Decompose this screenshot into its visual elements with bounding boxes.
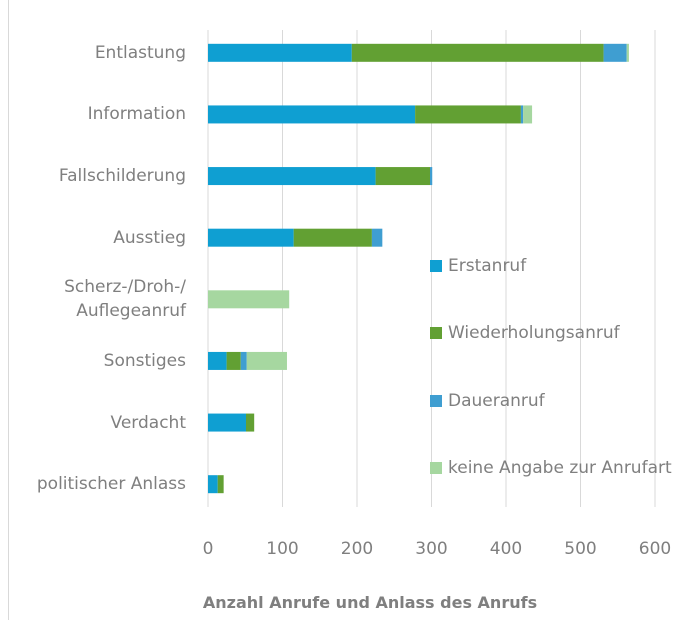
- x-tick-label: 0: [202, 539, 214, 559]
- axis-title: Anzahl Anrufe und Anlass des Anrufs: [202, 593, 538, 612]
- y-tick-label: Fallschilderung: [58, 166, 186, 187]
- bar-segment: [375, 167, 431, 186]
- bar-segment: [226, 351, 241, 370]
- legend-label: keine Angabe zur Anrufart: [448, 458, 672, 478]
- legend-label: Daueranruf: [448, 391, 545, 411]
- bar-segment: [351, 43, 604, 62]
- x-tick-label: 600: [638, 539, 672, 559]
- bar-segment: [208, 43, 352, 62]
- bar-segment: [245, 413, 255, 432]
- bar-segment: [246, 351, 287, 370]
- legend-label: Wiederholungsanruf: [448, 323, 620, 343]
- bar-segment: [208, 167, 376, 186]
- bar-segment: [520, 105, 524, 124]
- x-tick-label: 300: [415, 539, 448, 559]
- bar-segment: [240, 351, 247, 370]
- bar-segment: [523, 105, 533, 124]
- legend-swatch: [430, 395, 442, 407]
- legend-swatch: [430, 327, 442, 339]
- x-tick-label: 100: [266, 539, 299, 559]
- x-tick-label: 200: [340, 539, 374, 559]
- bar-segment: [208, 290, 290, 309]
- legend-swatch: [430, 462, 442, 474]
- bar-segment: [603, 43, 627, 62]
- bar-segment: [430, 167, 433, 186]
- y-tick-label: Scherz-/Droh-/ Auflegeanruf: [64, 277, 186, 322]
- bar-segment: [217, 475, 224, 494]
- bar-segment: [208, 105, 416, 124]
- x-tick-label: 400: [489, 539, 523, 559]
- bar-segment: [626, 43, 629, 62]
- legend-label: Erstanruf: [448, 256, 527, 276]
- x-tick-label: 500: [564, 539, 597, 559]
- y-tick-label: Sonstiges: [103, 350, 186, 371]
- y-tick-label: Entlastung: [94, 42, 186, 63]
- y-tick-label: politischer Anlass: [36, 474, 186, 495]
- bar-segment: [208, 475, 218, 494]
- legend-swatch: [430, 260, 442, 272]
- bar-segment: [293, 228, 372, 247]
- bar-segment: [208, 351, 227, 370]
- bar-segment: [208, 413, 246, 432]
- bar-segment: [208, 228, 294, 247]
- y-tick-label: Information: [87, 104, 186, 125]
- y-tick-label: Ausstieg: [113, 227, 186, 248]
- y-tick-label: Verdacht: [110, 412, 186, 433]
- bar-segment: [415, 105, 521, 124]
- bar-segment: [371, 228, 383, 247]
